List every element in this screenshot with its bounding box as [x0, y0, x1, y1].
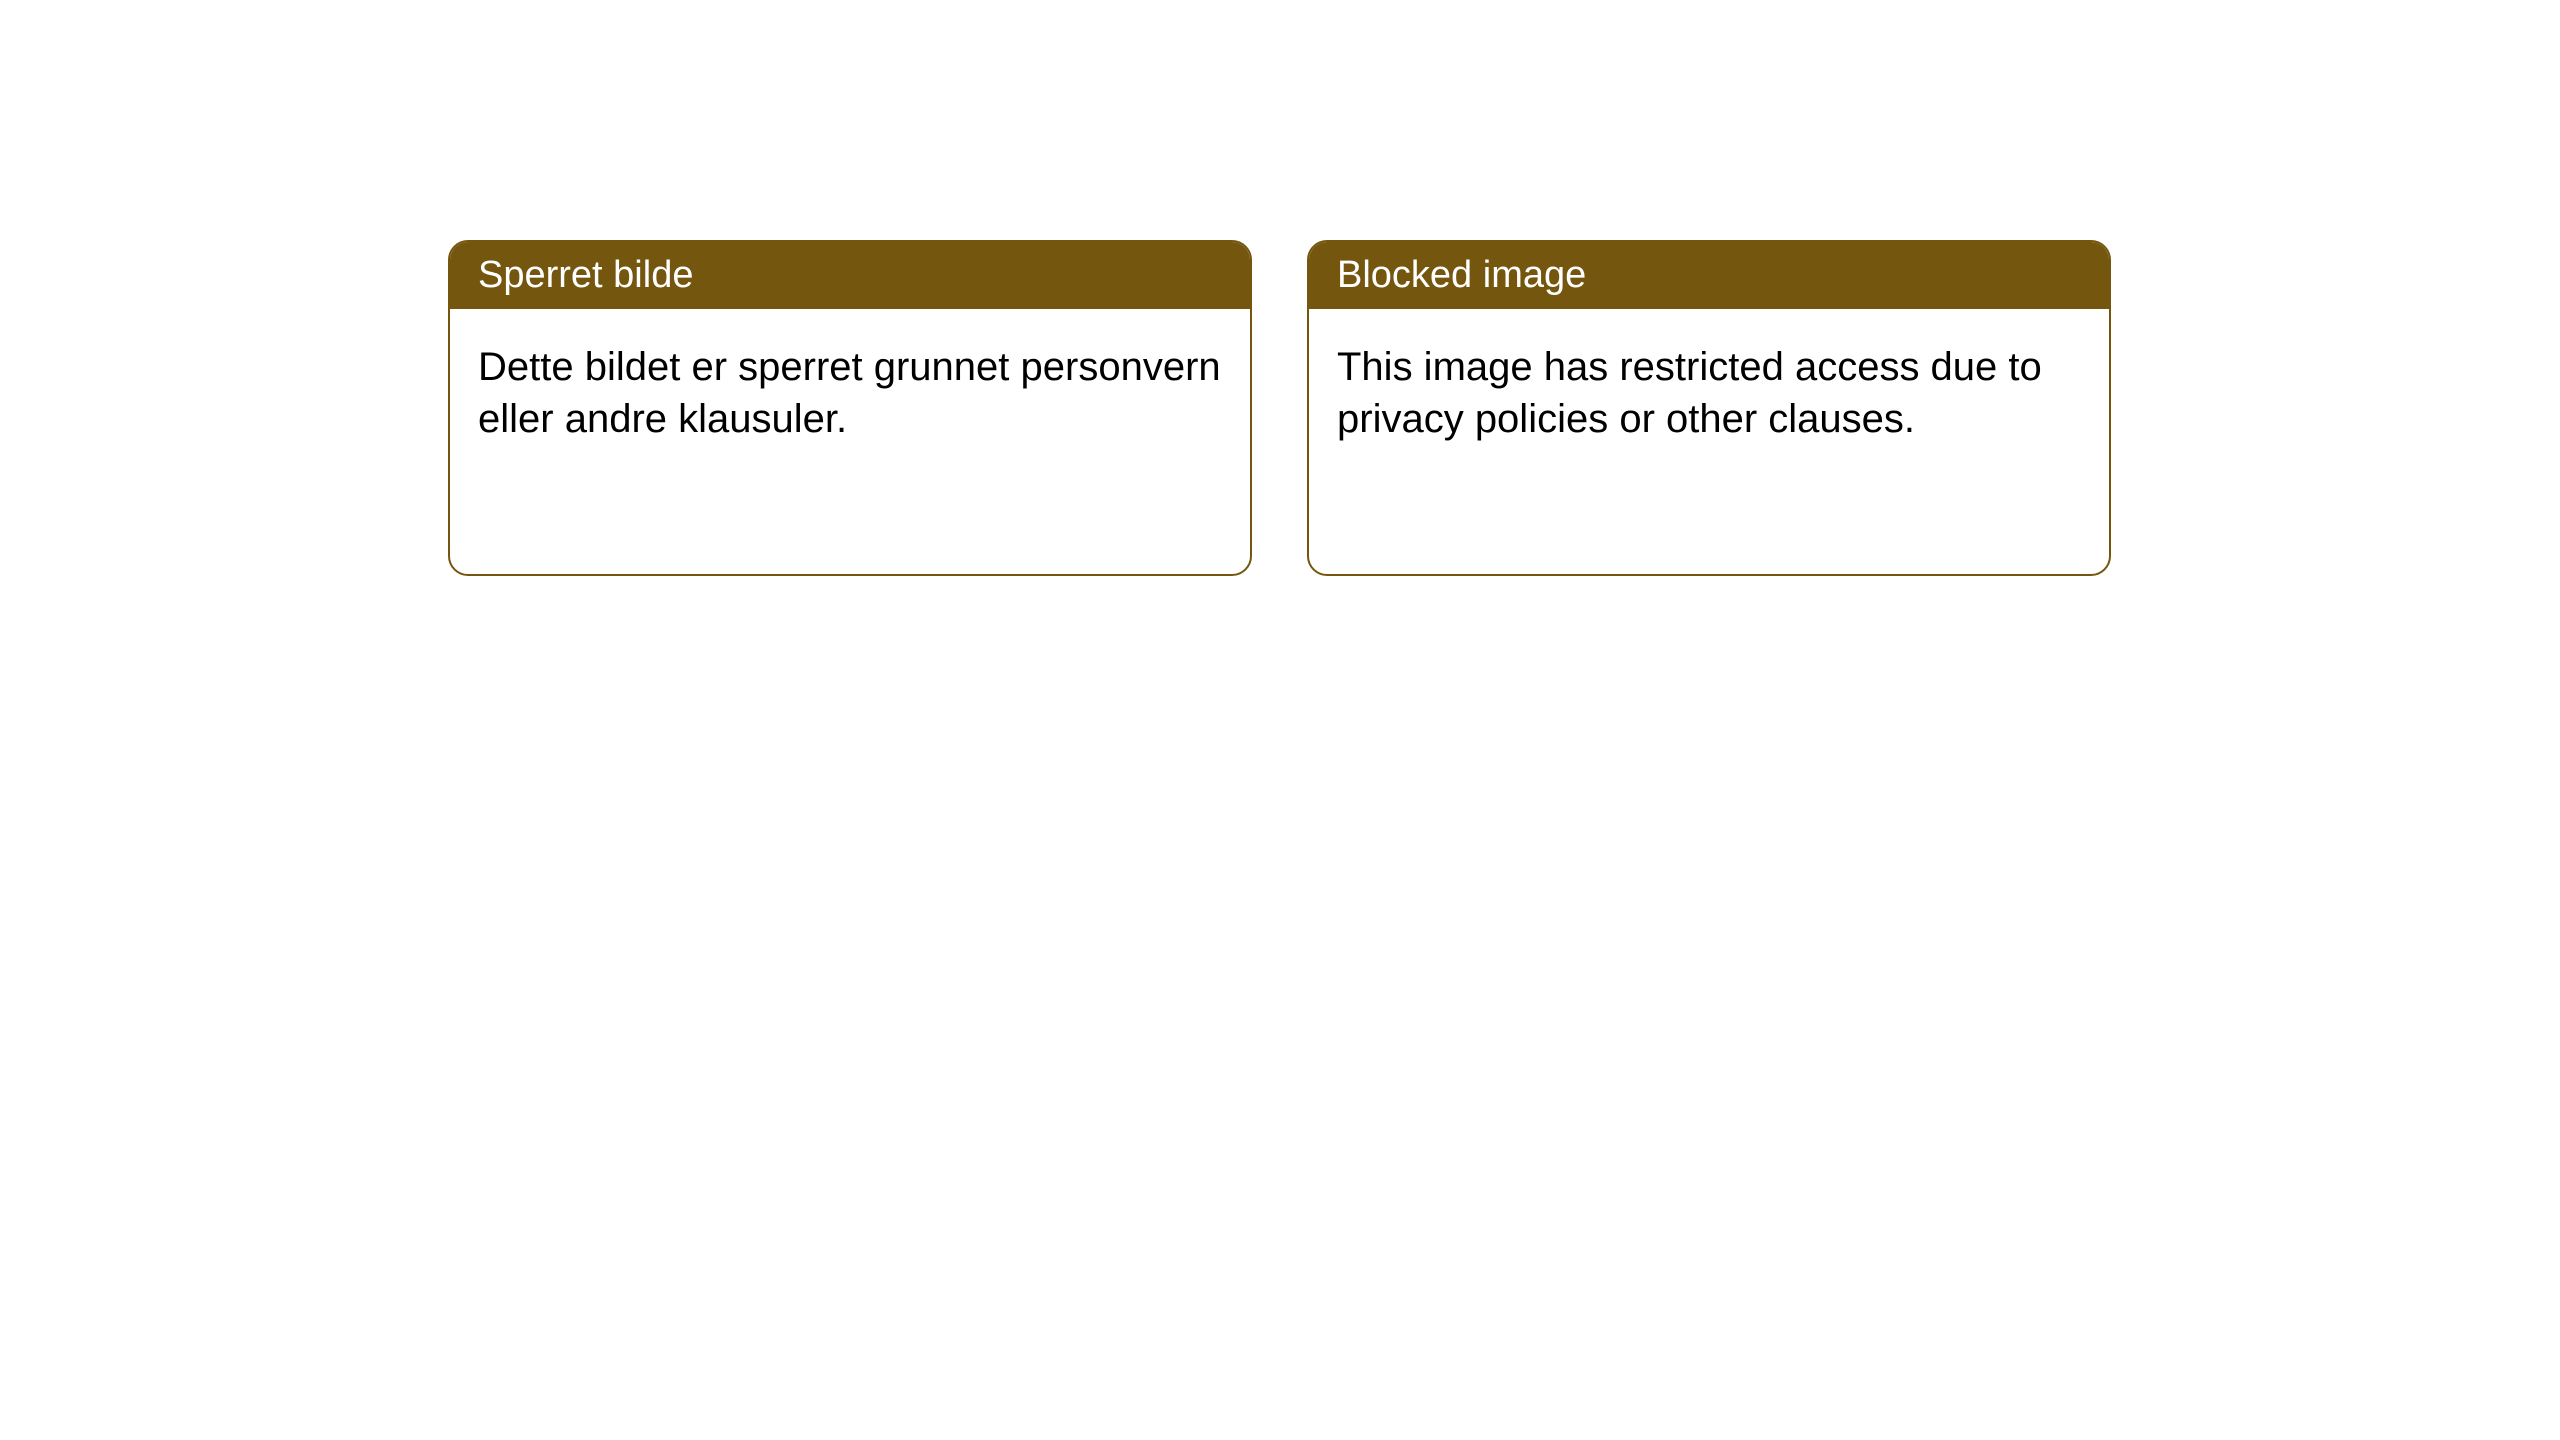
notice-card-header: Blocked image	[1309, 242, 2109, 309]
notice-card-body: This image has restricted access due to …	[1309, 309, 2109, 477]
notice-card-en: Blocked image This image has restricted …	[1307, 240, 2111, 576]
notice-card-header: Sperret bilde	[450, 242, 1250, 309]
notice-card-title: Sperret bilde	[478, 254, 693, 296]
notice-card-body: Dette bildet er sperret grunnet personve…	[450, 309, 1250, 477]
notice-card-message: Dette bildet er sperret grunnet personve…	[478, 345, 1221, 441]
notice-cards-container: Sperret bilde Dette bildet er sperret gr…	[0, 0, 2560, 576]
notice-card-no: Sperret bilde Dette bildet er sperret gr…	[448, 240, 1252, 576]
notice-card-message: This image has restricted access due to …	[1337, 345, 2042, 441]
notice-card-title: Blocked image	[1337, 254, 1586, 296]
